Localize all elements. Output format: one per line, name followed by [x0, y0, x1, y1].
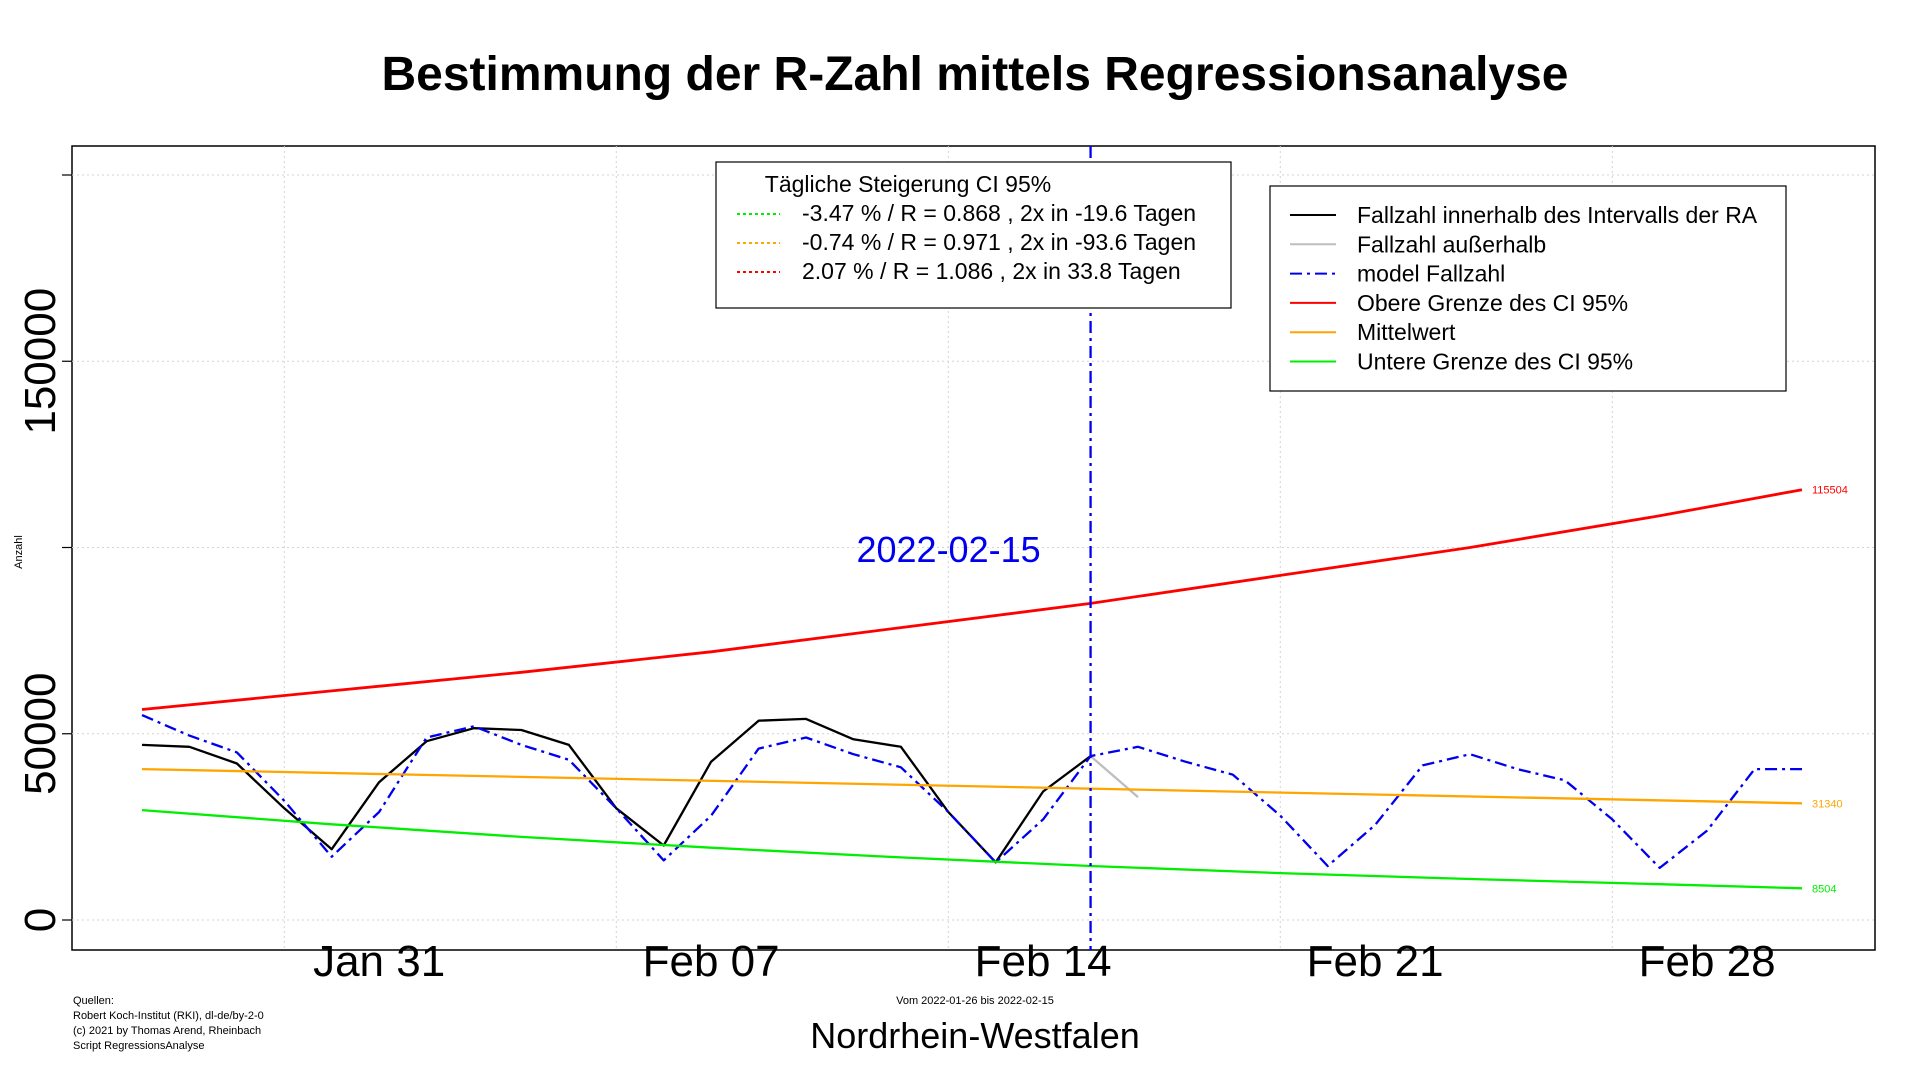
legend-ci-title: Tägliche Steigerung CI 95%	[765, 171, 1051, 197]
x-tick-label: Feb 14	[975, 937, 1112, 986]
end-label: 8504	[1812, 883, 1836, 895]
end-label: 31340	[1812, 798, 1843, 810]
legend-entry: Fallzahl innerhalb des Intervalls der RA	[1357, 202, 1758, 228]
legend-ci-entry: 2.07 % / R = 1.086 , 2x in 33.8 Tagen	[802, 258, 1181, 284]
end-labels: 115504 31340 8504	[1812, 485, 1848, 896]
series-line	[141, 767, 1803, 805]
series-line	[141, 808, 1803, 890]
source-line-1: Quellen:	[73, 995, 114, 1007]
vline-label: 2022-02-15	[856, 529, 1040, 570]
y-tick-label: 50000	[16, 673, 65, 795]
chart-title: Bestimmung der R-Zahl mittels Regression…	[381, 48, 1568, 101]
end-label: 115504	[1812, 485, 1848, 497]
legend-entry: model Fallzahl	[1357, 261, 1505, 287]
legend-entry: Obere Grenze des CI 95%	[1357, 290, 1628, 316]
series-line	[141, 717, 1092, 864]
series-line	[1089, 755, 1139, 798]
legend-entry: Untere Grenze des CI 95%	[1357, 349, 1633, 375]
x-tick-label: Feb 21	[1307, 937, 1444, 986]
source-line-2: Robert Koch-Institut (RKI), dl-de/by-2-0	[73, 1010, 264, 1022]
legend-ci-box	[715, 161, 1232, 309]
axes: 0 50000 150000 Jan 31 Feb 07 Feb 14 Feb 21 Feb …	[16, 174, 1776, 986]
x-tick-label: Jan 31	[313, 937, 445, 986]
legend-ci-entry: -3.47 % / R = 0.868 , 2x in -19.6 Tagen	[802, 200, 1196, 226]
series-group	[141, 488, 1803, 890]
legend-entry: Fallzahl außerhalb	[1357, 231, 1546, 257]
y-tick-label: 0	[16, 908, 65, 932]
legend-main-box	[1269, 185, 1787, 392]
date-range-note: Vom 2022-01-26 bis 2022-02-15	[896, 995, 1054, 1007]
series-line	[141, 714, 1802, 870]
legend-main: Fallzahl innerhalb des Intervalls der RA…	[1269, 185, 1787, 392]
legend-entry: Mittelwert	[1357, 319, 1456, 345]
source-line-4: Script RegressionsAnalyse	[73, 1040, 204, 1052]
x-tick-label: Feb 28	[1639, 937, 1776, 986]
series-line	[141, 488, 1803, 711]
region-label: Nordrhein-Westfalen	[810, 1015, 1139, 1056]
legend-ci: Tägliche Steigerung CI 95% -3.47 % / R =…	[715, 161, 1232, 309]
y-axis-label: Anzahl	[13, 535, 25, 569]
x-tick-label: Feb 07	[643, 937, 780, 986]
y-tick-label: 150000	[16, 288, 65, 435]
source-line-3: (c) 2021 by Thomas Arend, Rheinbach	[73, 1025, 261, 1037]
legend-ci-entry: -0.74 % / R = 0.971 , 2x in -93.6 Tagen	[802, 229, 1196, 255]
